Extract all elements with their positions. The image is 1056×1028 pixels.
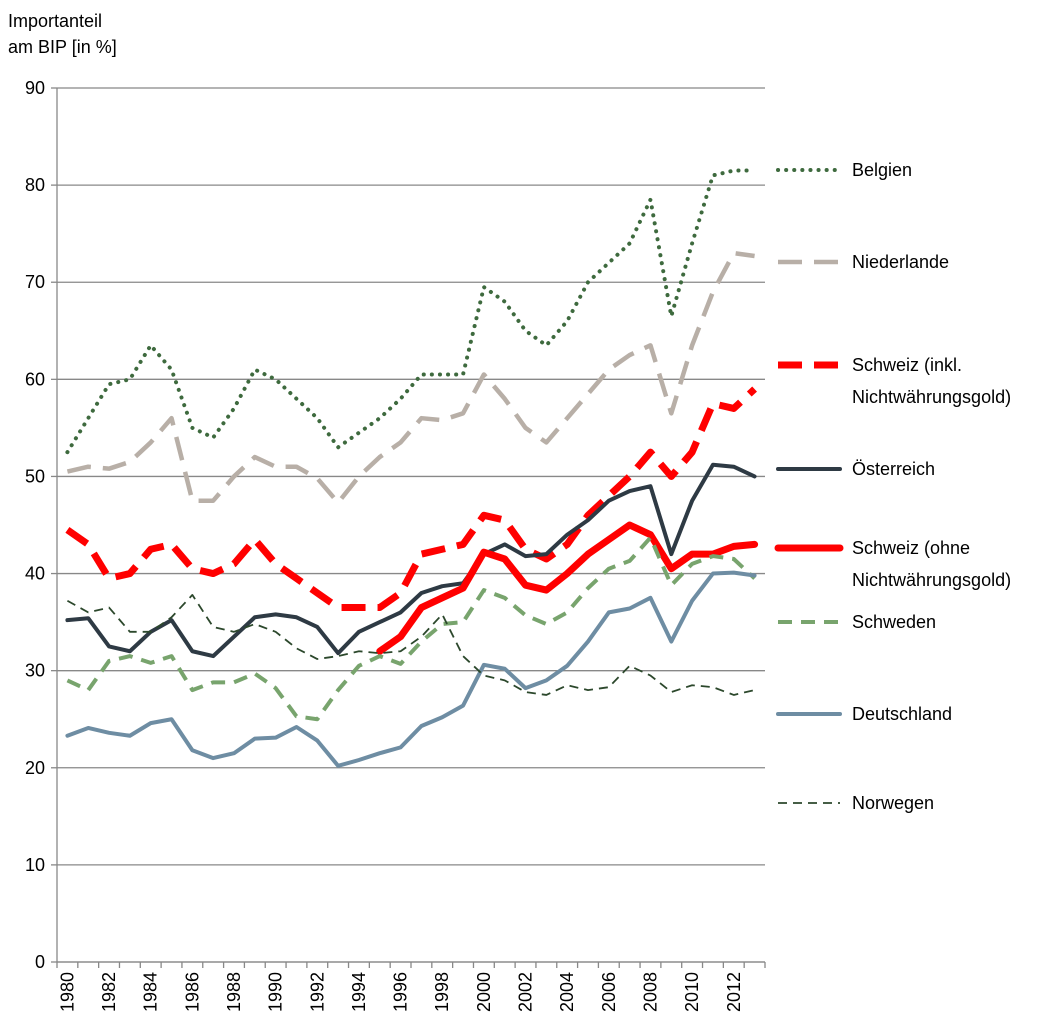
y-tick-label: 10: [25, 855, 45, 875]
y-axis-title: Importanteil am BIP [in %]: [8, 11, 117, 57]
x-tick-label: 2000: [474, 972, 494, 1012]
x-tick-label: 1984: [141, 972, 161, 1012]
y-tick-label: 60: [25, 369, 45, 389]
x-tick-label: 2002: [516, 972, 536, 1012]
series-line: [66, 535, 756, 722]
legend-label: Norwegen: [852, 793, 935, 813]
y-tick-label: 20: [25, 758, 45, 778]
y-tick-label: 0: [35, 952, 45, 972]
y-tick-label: 40: [25, 564, 45, 584]
legend-label: Niederlande: [852, 252, 950, 272]
x-tick-label: 2006: [599, 972, 619, 1012]
x-tick-label: 1988: [224, 972, 244, 1012]
x-tick-label: 1982: [99, 972, 119, 1012]
series-line: [66, 594, 755, 696]
x-tick-label: 2010: [682, 972, 702, 1012]
legend-label: Deutschland: [852, 704, 953, 724]
x-tick-label: 1990: [266, 972, 286, 1012]
x-tick-label: 1996: [391, 972, 411, 1012]
legend-label: Schweden: [852, 612, 937, 632]
y-tick-label: 90: [25, 78, 45, 98]
x-tick-label: 1980: [57, 972, 77, 1012]
y-tick-label: 50: [25, 466, 45, 486]
series-line: [65, 570, 757, 768]
series-line: [65, 386, 757, 612]
series-line: [65, 168, 757, 455]
legend-label: Österreich: [852, 459, 936, 479]
y-tick-label: 30: [25, 661, 45, 681]
series-line: [66, 250, 755, 505]
y-tick-label: 70: [25, 272, 45, 292]
series-line: [376, 521, 759, 655]
y-tick-label: 80: [25, 175, 45, 195]
x-tick-label: 1994: [349, 972, 369, 1012]
legend-label: Schweiz (ohne Nichtwährungsgold): [852, 538, 1012, 590]
x-tick-label: 1998: [432, 972, 452, 1012]
x-tick-label: 1986: [182, 972, 202, 1012]
x-tick-label: 2012: [724, 972, 744, 1012]
x-tick-label: 2008: [640, 972, 660, 1012]
legend-label: Belgien: [852, 160, 913, 180]
x-tick-label: 2004: [557, 972, 577, 1012]
legend-label: Schweiz (inkl. Nichtwährungsgold): [852, 355, 1012, 407]
x-tick-label: 1992: [307, 972, 327, 1012]
series-line: [65, 462, 757, 659]
